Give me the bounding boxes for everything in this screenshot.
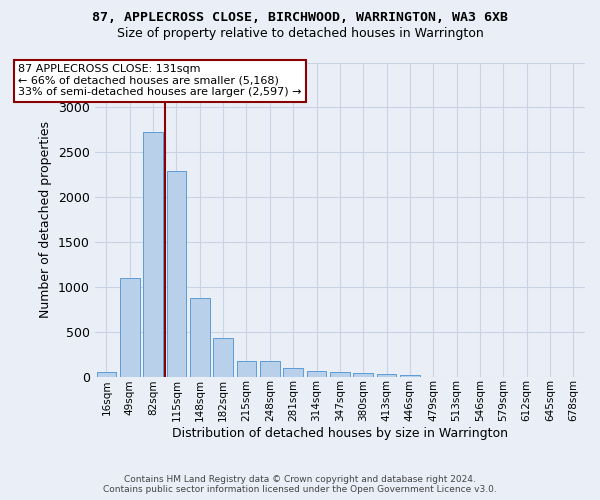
Text: 87 APPLECROSS CLOSE: 131sqm
← 66% of detached houses are smaller (5,168)
33% of : 87 APPLECROSS CLOSE: 131sqm ← 66% of det… (19, 64, 302, 98)
Bar (260, 362, 280, 376)
Text: Contains HM Land Registry data © Crown copyright and database right 2024.
Contai: Contains HM Land Registry data © Crown c… (103, 474, 497, 494)
Bar (190, 298, 210, 376)
Bar (307, 370, 326, 376)
Bar (400, 374, 420, 376)
Bar (353, 374, 373, 376)
Text: 87, APPLECROSS CLOSE, BIRCHWOOD, WARRINGTON, WA3 6XB: 87, APPLECROSS CLOSE, BIRCHWOOD, WARRING… (92, 11, 508, 24)
Bar (330, 372, 350, 376)
Bar (167, 171, 187, 376)
Bar (377, 374, 397, 376)
Text: Size of property relative to detached houses in Warrington: Size of property relative to detached ho… (116, 28, 484, 40)
Bar (283, 368, 303, 376)
Bar (213, 338, 233, 376)
X-axis label: Distribution of detached houses by size in Warrington: Distribution of detached houses by size … (172, 427, 508, 440)
Y-axis label: Number of detached properties: Number of detached properties (40, 121, 52, 318)
Bar (120, 278, 140, 376)
Bar (97, 372, 116, 376)
Bar (143, 132, 163, 376)
Bar (236, 361, 256, 376)
